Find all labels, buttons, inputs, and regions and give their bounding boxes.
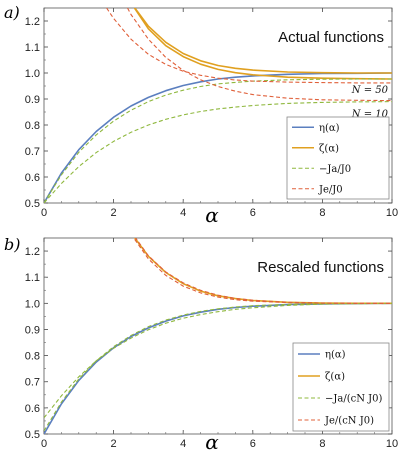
y-tick-label: 0.9 bbox=[25, 94, 40, 106]
x-tick-label: 0 bbox=[41, 207, 47, 219]
y-tick-label: 1.2 bbox=[25, 246, 40, 258]
y-tick-label: 0.8 bbox=[25, 120, 40, 132]
legend-label-eta: η(α) bbox=[325, 350, 346, 361]
series-line-ja-3 bbox=[44, 302, 392, 432]
x-tick-label: 8 bbox=[319, 438, 325, 450]
y-tick-label: 1.0 bbox=[25, 68, 40, 80]
chart-title: Actual functions bbox=[278, 29, 384, 46]
annotation-0: N = 50 bbox=[351, 85, 389, 96]
series-group bbox=[44, 8, 392, 203]
x-axis-label: α bbox=[205, 430, 219, 454]
legend-label-ja: −Ja/(cN J0) bbox=[325, 394, 383, 405]
series-line-zeta-1 bbox=[133, 8, 392, 74]
y-tick-label: 0.7 bbox=[25, 377, 40, 389]
chart-panel-a: 0 2 4 6 8 10 0.5 0.6 0.7 0.8 0.9 1.0 1.1 1.2 a) Actual … bbox=[4, 3, 398, 227]
y-tick-label: 0.5 bbox=[25, 198, 40, 210]
x-tick-label: 10 bbox=[386, 438, 398, 450]
series-line-zeta-2 bbox=[133, 8, 392, 80]
legend-label-je: Je/(cN J0) bbox=[324, 416, 374, 427]
legend-label-eta: η(α) bbox=[319, 123, 340, 134]
legend: η(α) ζ(α) −Ja/(cN J0) Je/(cN J0) bbox=[292, 342, 390, 432]
legend-box bbox=[292, 342, 390, 432]
y-tick-label: 1.0 bbox=[25, 298, 40, 310]
y-tick-label: 0.6 bbox=[25, 172, 40, 184]
x-tick-label: 2 bbox=[111, 438, 117, 450]
x-tick-label: 0 bbox=[41, 438, 47, 450]
y-tick-label: 1.1 bbox=[25, 272, 40, 284]
y-tick-label: 1.2 bbox=[25, 16, 40, 28]
x-tick-label: 6 bbox=[250, 438, 256, 450]
y-tick-label: 0.8 bbox=[25, 351, 40, 363]
series-line-eta-0 bbox=[44, 302, 392, 434]
series-group bbox=[44, 238, 392, 434]
panel-label: b) bbox=[4, 235, 20, 254]
x-tick-label: 2 bbox=[111, 207, 117, 219]
legend-label-zeta: ζ(α) bbox=[319, 143, 339, 154]
annotation-1: N = 10 bbox=[351, 109, 389, 120]
y-tick-label: 0.9 bbox=[25, 324, 40, 336]
series-line-eta-0 bbox=[44, 72, 392, 203]
legend-box bbox=[286, 116, 390, 200]
chart-panel-b: 0 2 4 6 8 10 0.5 0.6 0.7 0.8 0.9 1.0 1.1 1.2 b) Rescale… bbox=[4, 235, 398, 454]
x-tick-label: 4 bbox=[180, 438, 186, 450]
x-tick-label: 4 bbox=[180, 207, 186, 219]
x-axis-label: α bbox=[205, 203, 219, 227]
series-line-je-5 bbox=[106, 8, 392, 84]
legend-label-ja: −Ja/J0 bbox=[319, 164, 351, 175]
y-tick-label: 1.1 bbox=[25, 42, 40, 54]
y-tick-label: 0.6 bbox=[25, 403, 40, 415]
y-tick-label: 0.7 bbox=[25, 146, 40, 158]
series-line-ja-3 bbox=[44, 78, 392, 203]
series-line-je-5 bbox=[134, 238, 392, 304]
legend-label-zeta: ζ(α) bbox=[325, 372, 345, 383]
y-tick-label: 0.5 bbox=[25, 429, 40, 441]
series-line-je-6 bbox=[127, 8, 392, 102]
x-tick-label: 10 bbox=[386, 207, 398, 219]
x-tick-label: 8 bbox=[319, 207, 325, 219]
legend: η(α) ζ(α) −Ja/J0 Je/J0 bbox=[286, 116, 390, 200]
panel-label: a) bbox=[4, 3, 20, 22]
chart-title: Rescaled functions bbox=[257, 259, 384, 276]
x-tick-label: 6 bbox=[250, 207, 256, 219]
legend-label-je: Je/J0 bbox=[318, 184, 343, 195]
series-line-ja-4 bbox=[44, 101, 392, 203]
